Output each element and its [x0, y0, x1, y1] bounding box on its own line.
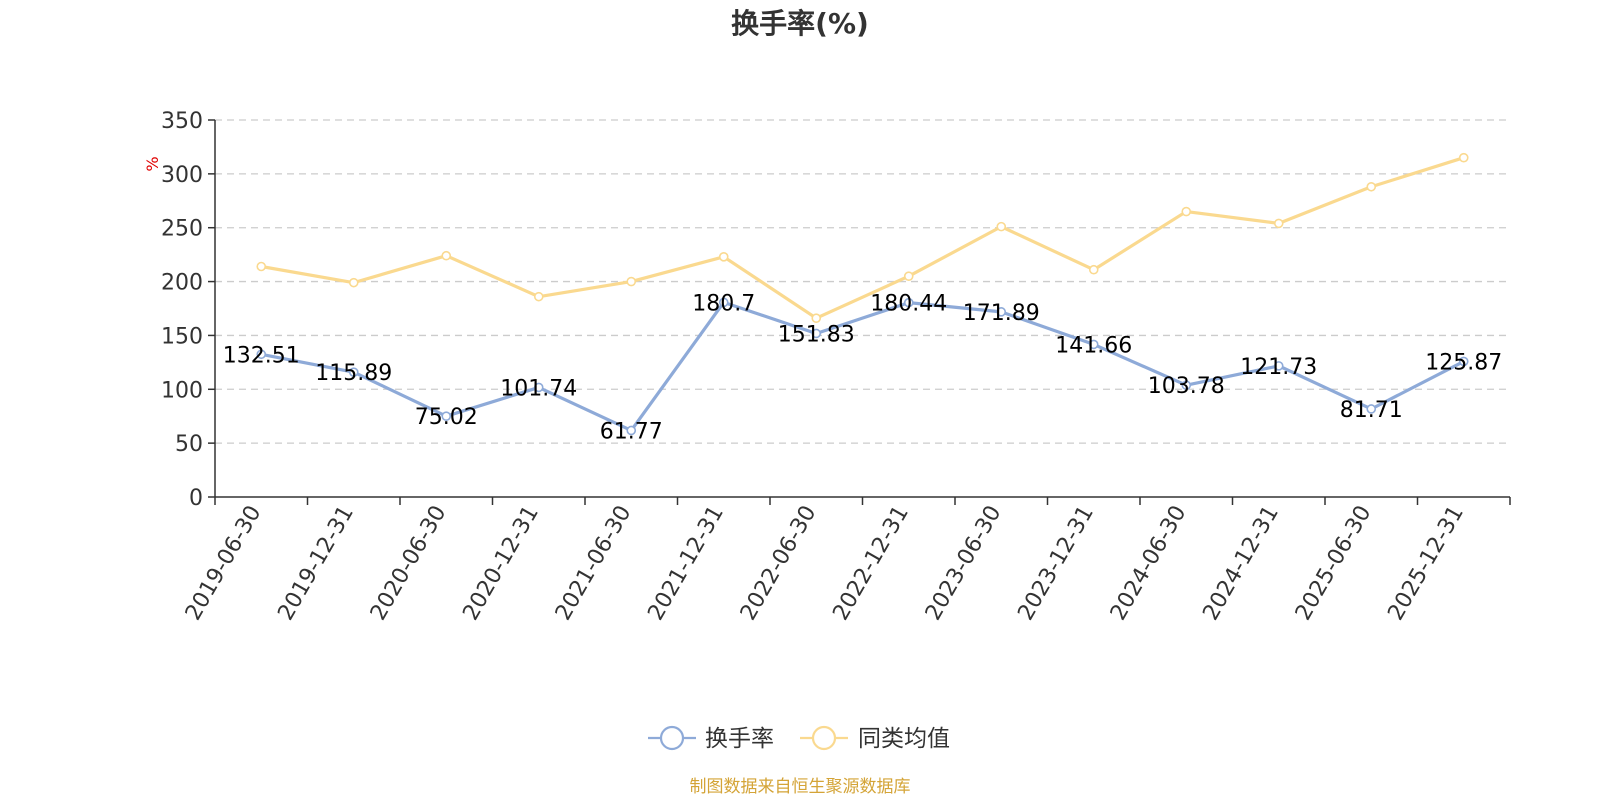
data-label: 151.83 [778, 322, 855, 347]
y-tick-label: 50 [175, 432, 203, 457]
data-point [1273, 361, 1284, 371]
data-point [903, 271, 914, 281]
data-point [533, 382, 544, 393]
x-tick-label: 2020-12-31 [458, 502, 544, 625]
series-line-1 [260, 156, 1465, 320]
data-label: 180.7 [692, 291, 755, 316]
y-axis-unit: % [143, 156, 162, 171]
x-tick-label: 2023-12-31 [1013, 502, 1099, 625]
x-tick-label: 2023-06-30 [921, 502, 1007, 625]
data-labels: 132.51 115.89 75.02 101.74 61.77 180.7 151.83 1… [223, 291, 1502, 444]
data-point [256, 349, 267, 360]
x-tick-label: 2019-06-30 [181, 502, 267, 625]
legend-marker [659, 725, 685, 751]
data-label: 101.74 [500, 376, 577, 401]
legend-label: 换手率 [705, 726, 774, 752]
data-point [903, 297, 914, 308]
x-tick-label: 2019-12-31 [273, 502, 359, 625]
y-tick-label: 300 [161, 163, 203, 188]
x-tick-label: 2022-12-31 [828, 502, 914, 625]
data-point [996, 307, 1007, 317]
y-tick-label: 350 [161, 109, 203, 134]
data-label: 81.71 [1340, 398, 1403, 423]
data-point [718, 251, 729, 262]
data-point [348, 367, 359, 377]
data-point [1458, 152, 1469, 163]
legend-item-1[interactable]: 同类均值 [800, 725, 950, 752]
data-label: 125.87 [1425, 350, 1502, 375]
data-label: 61.77 [600, 419, 663, 444]
data-point [441, 250, 452, 261]
data-label: 103.78 [1148, 374, 1225, 399]
series-layer [256, 152, 1469, 436]
data-point [1088, 339, 1099, 350]
x-tick-label: 2025-12-31 [1383, 502, 1469, 625]
source-note: 制图数据来自恒生聚源数据库 [690, 777, 911, 797]
x-tick-label: 2022-06-30 [736, 502, 822, 625]
data-point [1088, 264, 1099, 275]
data-label: 141.66 [1055, 333, 1132, 358]
legend[interactable]: 换手率 同类均值 [648, 725, 950, 752]
y-tick-label: 200 [161, 271, 203, 296]
data-label: 75.02 [415, 405, 478, 430]
data-point [348, 277, 359, 288]
x-tick-label: 2021-06-30 [551, 502, 637, 625]
y-tick-label: 150 [161, 324, 203, 349]
legend-label: 同类均值 [858, 726, 950, 752]
chart-title: 换手率(%) [731, 7, 869, 40]
data-point [1181, 206, 1192, 217]
data-point [626, 425, 637, 436]
data-point [811, 313, 822, 323]
data-label: 132.51 [223, 343, 300, 368]
legend-marker [811, 725, 837, 751]
data-point [1366, 181, 1377, 192]
grid-lines [215, 119, 1510, 444]
y-tick-label: 250 [161, 217, 203, 242]
data-label: 115.89 [315, 361, 392, 386]
data-point [1366, 404, 1377, 414]
y-tick-label: 0 [189, 486, 203, 511]
data-point [626, 276, 637, 287]
data-point [533, 291, 544, 302]
data-point [1181, 380, 1192, 391]
data-point [1458, 356, 1469, 367]
x-tick-label: 2024-12-31 [1198, 502, 1284, 625]
x-tick-label: 2024-06-30 [1106, 502, 1192, 625]
data-point [1273, 218, 1284, 229]
data-point [996, 221, 1007, 232]
legend-item-0[interactable]: 换手率 [648, 725, 774, 752]
x-tick-label: 2025-06-30 [1291, 502, 1377, 625]
data-label: 180.44 [870, 292, 947, 317]
x-tick-label: 2021-12-31 [643, 502, 729, 625]
data-point [718, 297, 729, 308]
data-point [441, 411, 452, 421]
series-line-0 [260, 300, 1465, 433]
data-point [811, 328, 822, 339]
x-tick-label: 2020-06-30 [366, 502, 452, 625]
data-label: 171.89 [963, 301, 1040, 326]
data-label: 121.73 [1240, 355, 1317, 380]
y-tick-label: 100 [161, 378, 203, 403]
data-point [256, 261, 267, 272]
